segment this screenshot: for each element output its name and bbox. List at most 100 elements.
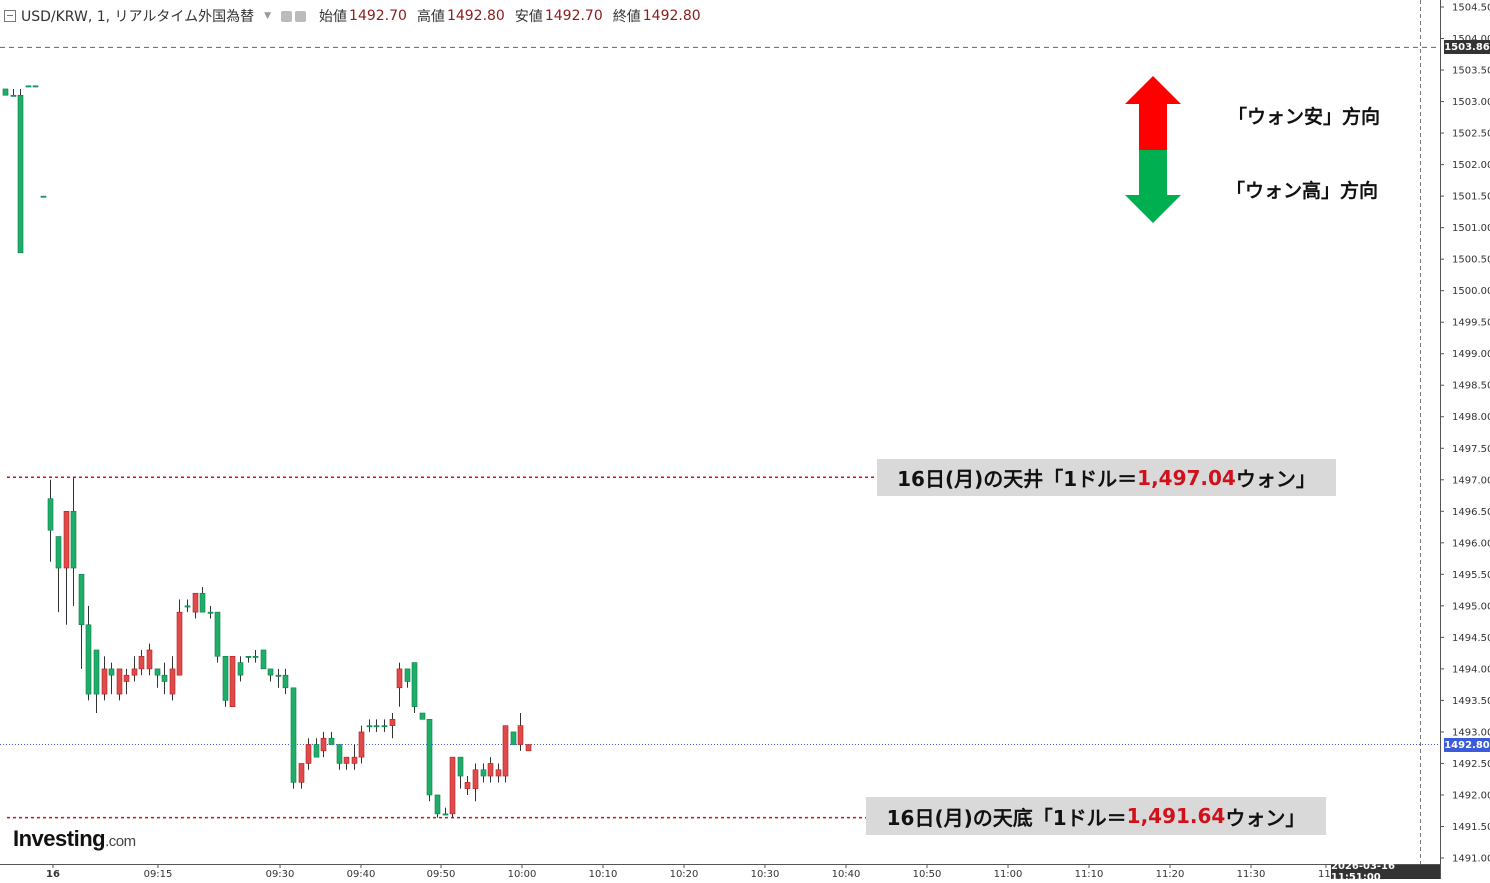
candle-body [169,668,176,695]
candle-body [161,674,168,682]
candle-body [78,574,85,626]
candle-body [336,744,343,764]
candle-body [101,668,108,695]
candle-body [290,687,297,783]
x-tick-label: 09:30 [266,869,295,879]
candle-body [457,756,464,777]
x-tick-label: 10:20 [670,869,699,879]
candle-body [419,712,426,720]
high-annotation: 16日(月)の天井「1ドル＝ 1,497.04 ウォン」 [877,459,1336,496]
candle-body [252,655,259,658]
x-tick-label: 10:30 [751,869,780,879]
x-tick-label: 10:10 [589,869,618,879]
x-tick-label: 11:20 [1156,869,1185,879]
settings-icon[interactable] [295,10,307,22]
legend-down-text: 「ウォン高」方向 [1226,180,1379,202]
eye-icon[interactable] [281,10,293,22]
y-tick-label: 1499.50 [1452,318,1490,329]
candle-body [282,674,289,689]
candle-body [214,611,221,657]
candle-body [199,592,206,613]
candle-body [131,668,138,676]
candle-body [442,813,449,816]
x-tick-label: 09:50 [427,869,456,879]
candle-body [70,510,77,569]
down-arrow-icon [1125,150,1181,223]
candle-body [267,668,274,676]
y-tick-label: 1491.00 [1452,854,1490,865]
candle-body [207,611,214,614]
y-tick-label: 1494.50 [1452,633,1490,644]
high-annotation-prefix: 16日(月)の天井「1ドル＝ [897,467,1138,491]
x-tick-label: 11:00 [994,869,1023,879]
candle-body [517,725,524,745]
y-tick-label: 1501.50 [1452,192,1490,203]
open-value: 1492.70 [349,8,407,24]
candle-body [237,662,244,676]
candle-body [146,649,153,670]
candle-body [63,510,70,569]
candle-body [2,88,9,96]
high-value: 1492.80 [446,8,505,24]
candle-body [487,763,494,777]
candle-body [108,668,115,676]
candle-body [123,674,130,682]
collapse-icon[interactable] [4,10,16,22]
y-tick-label: 1491.50 [1452,822,1490,833]
candle-body [502,725,509,777]
candle-body [358,731,365,758]
candle-body [17,94,24,254]
y-tick-label: 1500.50 [1452,255,1490,266]
candle-body [381,725,388,728]
candle-body [480,769,487,777]
y-tick-label: 1496.50 [1452,507,1490,518]
y-tick-label: 1498.00 [1452,412,1490,423]
candle-body [510,731,517,745]
y-tick-label: 1492.50 [1452,759,1490,770]
y-tick-label: 1501.00 [1452,223,1490,234]
x-tick-label: 09:15 [144,869,173,879]
candle-body [495,769,502,777]
candle-body [472,769,479,789]
low-label: 安値 [514,9,543,25]
high-annotation-suffix: ウォン」 [1235,467,1316,491]
candle-body [138,655,145,670]
close-label: 終値 [612,9,641,25]
logo-brand: Investing [13,826,106,851]
candle-body [40,195,47,198]
candle-body [184,605,191,608]
investing-logo[interactable]: Investing.com [13,826,136,852]
y-tick-label: 1497.50 [1452,444,1490,455]
candle-body [366,725,373,728]
upper-price-tag: 1503.86 [1444,40,1490,54]
close-value: 1492.80 [642,8,701,24]
horizontal-levels [0,46,1440,819]
candle-body [222,655,229,701]
candle-body [176,611,183,676]
y-tick-label: 1497.00 [1452,475,1490,486]
candle-body [320,737,327,752]
x-tick-label: 10:40 [832,869,861,879]
candle-body [449,756,456,815]
current-price-tag: 1492.80 [1444,738,1490,752]
chart-header: USD/KRW, 1, リアルタイム外国為替 ▼ 始値 1492.70 高値 1… [4,6,701,26]
y-tick-label: 1502.00 [1452,160,1490,171]
legend-up-text: 「ウォン安」方向 [1228,106,1381,128]
y-tick-label: 1493.50 [1452,696,1490,707]
chevron-down-icon[interactable]: ▼ [264,11,272,21]
time-axis: 16 09:15 09:30 09:40 09:50 10:00 10:10 10:20 10:… [0,864,1440,879]
high-annotation-value: 1,497.04 [1137,465,1236,490]
low-annotation-suffix: ウォン」 [1225,805,1306,830]
up-arrow-icon [1125,76,1181,150]
y-tick-label: 1504.00 [1452,34,1490,45]
open-label: 始値 [319,9,348,25]
y-tick-label: 1502.50 [1452,129,1490,140]
candle-body [305,744,312,764]
low-annotation: 16日(月)の天底「1ドル＝ 1,491.64 ウォン」 [866,797,1326,835]
y-tick-label: 1498.50 [1452,381,1490,392]
candle-body [351,756,358,764]
candle-body [411,662,418,708]
candle-body [10,94,17,97]
candle-body [313,744,320,758]
